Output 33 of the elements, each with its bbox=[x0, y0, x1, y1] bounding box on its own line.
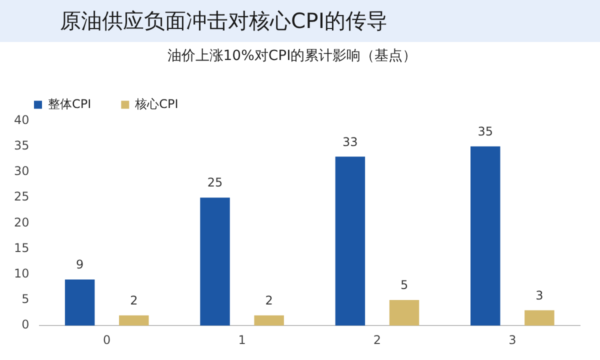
legend-label: 核心CPI bbox=[134, 96, 178, 111]
x-tick-label: 3 bbox=[508, 332, 516, 347]
y-tick-label: 20 bbox=[14, 215, 30, 230]
legend-label: 整体CPI bbox=[48, 96, 92, 111]
bar bbox=[335, 156, 366, 326]
x-tick-label: 1 bbox=[238, 332, 246, 347]
data-label: 3 bbox=[536, 288, 544, 302]
y-tick-label: 25 bbox=[14, 190, 30, 204]
bar bbox=[119, 315, 149, 326]
bar bbox=[254, 315, 284, 326]
y-tick-label: 0 bbox=[22, 318, 30, 332]
y-tick-label: 10 bbox=[14, 266, 30, 281]
x-tick-label: 2 bbox=[373, 332, 382, 347]
chart-subtitle: 油价上涨10%对CPI的累计影响（基点） bbox=[167, 48, 417, 64]
y-tick-label: 35 bbox=[14, 138, 30, 153]
bar bbox=[524, 310, 554, 326]
bar bbox=[470, 146, 500, 326]
y-tick-label: 40 bbox=[14, 112, 30, 127]
bar bbox=[64, 280, 95, 326]
data-label: 33 bbox=[342, 134, 358, 149]
data-label: 25 bbox=[207, 176, 223, 190]
data-label: 2 bbox=[130, 293, 138, 308]
y-tick-label: 5 bbox=[22, 292, 30, 306]
y-tick-label: 30 bbox=[14, 164, 30, 178]
bar bbox=[389, 300, 420, 326]
data-label: 35 bbox=[478, 124, 494, 139]
bar bbox=[200, 198, 230, 326]
x-tick-label: 0 bbox=[103, 332, 111, 347]
chart-title: 原油供应负面冲击对核心CPI的传导 bbox=[0, 0, 600, 42]
y-tick-label: 15 bbox=[14, 240, 30, 255]
data-label: 2 bbox=[265, 293, 273, 308]
data-label: 5 bbox=[400, 278, 408, 292]
data-label: 9 bbox=[76, 258, 84, 272]
